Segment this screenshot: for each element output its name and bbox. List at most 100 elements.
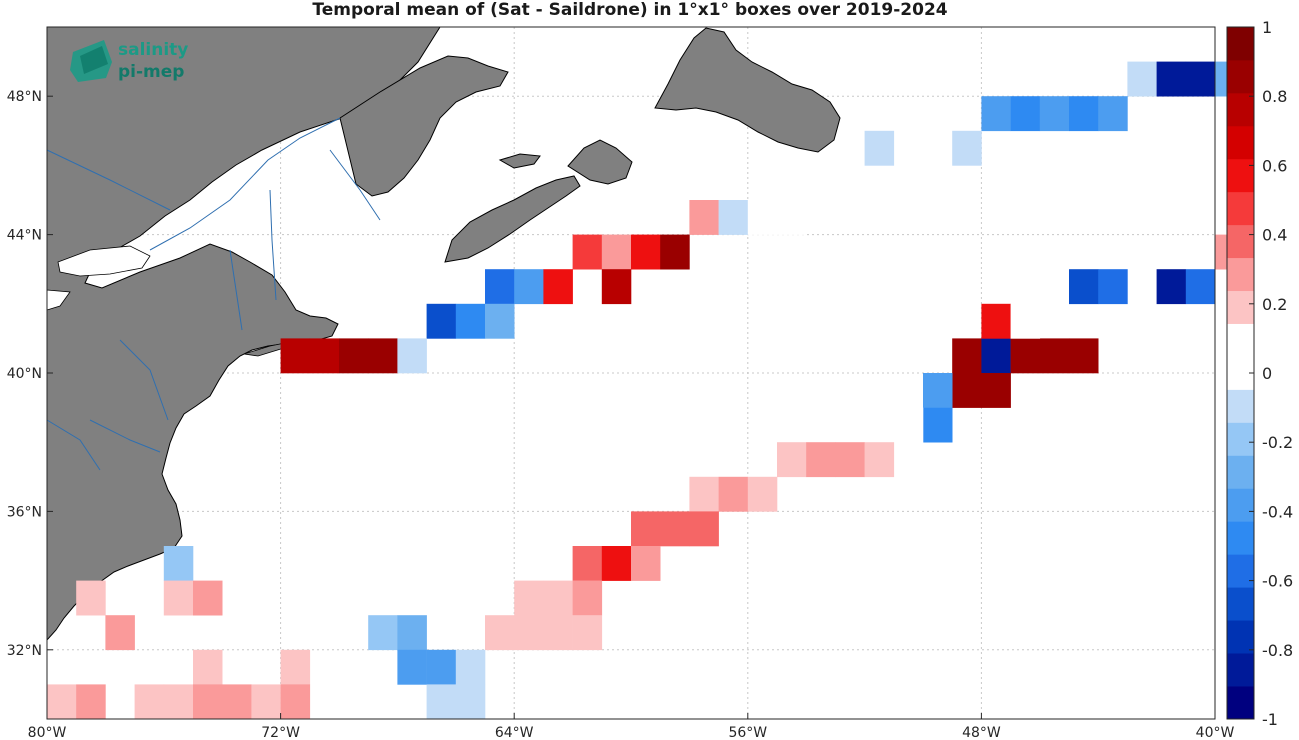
data-cell-1 (1156, 61, 1187, 97)
maritime-land-gaspe-nb (339, 55, 509, 197)
colorbar-segment-4 (1227, 554, 1254, 588)
data-cell-53 (689, 476, 719, 512)
data-cell-34 (1039, 338, 1070, 374)
data-cell-68 (572, 615, 603, 651)
data-cell-69 (368, 615, 398, 651)
colorbar-segment-20 (1227, 27, 1254, 61)
data-cell-64 (572, 580, 603, 616)
colorbar-segment-13 (1227, 257, 1254, 292)
maritime-land-nova-scotia (444, 175, 581, 263)
colorbar-segment-5 (1227, 521, 1254, 555)
colorbar-segment-0 (1227, 686, 1254, 720)
data-cell-86 (163, 684, 194, 720)
data-cell-5 (1010, 96, 1041, 132)
data-cell-49 (777, 442, 807, 478)
prince-edward-island-land (498, 153, 541, 169)
colorbar-segment-15 (1227, 191, 1254, 226)
colorbar-segment-6 (1227, 488, 1254, 522)
data-cell-43 (952, 373, 982, 408)
data-cell-59 (572, 546, 603, 581)
data-cell-54 (718, 476, 749, 512)
data-cell-29 (368, 338, 398, 374)
salinity-pi-mep-logo: salinity pi-mep (70, 40, 188, 82)
data-cell-33 (1010, 338, 1041, 374)
colorbar-segment-8 (1227, 422, 1254, 456)
data-cell-58 (689, 511, 719, 547)
colorbar-tick-label-9: 0.8 (1262, 87, 1287, 106)
data-cell-47 (806, 407, 836, 443)
lat-tick-label-1: 36°N (7, 504, 42, 520)
data-cell-32 (981, 338, 1011, 374)
colorbar-segment-16 (1227, 158, 1254, 193)
colorbar-segment-1 (1227, 653, 1254, 687)
lon-tick-label-3: 56°W (728, 725, 767, 740)
data-cell-71 (397, 649, 427, 685)
data-cell-52 (864, 442, 895, 478)
land-mass (46, 26, 841, 645)
data-cell-45 (923, 373, 953, 408)
colorbar-segment-18 (1227, 92, 1254, 127)
colorbar-segment-2 (1227, 620, 1254, 654)
cape-breton-land (567, 139, 633, 185)
colorbar-tick-labels: -1 -0.8 -0.6 -0.4 -0.2 0 0.2 0.4 0.6 0.8 1 (1249, 18, 1293, 729)
data-cell-57 (660, 511, 690, 547)
data-cell-61 (631, 546, 661, 581)
data-cell-60 (601, 546, 632, 581)
data-cell-87 (193, 684, 223, 720)
data-cell-9 (864, 130, 895, 166)
colorbar-tick-label-8: 0.6 (1262, 156, 1287, 175)
data-cell-6 (1039, 96, 1070, 132)
data-cell-7 (1069, 96, 1099, 132)
river-susquehanna (119, 339, 169, 421)
data-cell-67 (543, 615, 573, 651)
data-cell-46 (923, 407, 953, 443)
river-hudson (229, 249, 243, 331)
logo-text-pi-mep: pi-mep (118, 62, 184, 82)
lat-tick-label-2: 40°N (7, 366, 42, 382)
lon-tick-label-2: 64°W (495, 725, 534, 740)
data-cell-25 (485, 303, 515, 339)
longitude-tick-labels: 80°W 72°W 64°W 56°W 48°W 40°W (28, 713, 1234, 740)
colorbar-tick-label-10: 1 (1262, 18, 1272, 37)
data-cell-24 (455, 303, 486, 339)
data-cell-14 (777, 200, 807, 235)
data-cell-17 (631, 234, 661, 270)
data-cell-79 (193, 580, 223, 616)
lat-tick-label-4: 48°N (7, 89, 42, 105)
lon-tick-label-1: 72°W (261, 725, 300, 740)
data-cell-35 (1069, 338, 1099, 374)
data-cell-89 (251, 684, 281, 720)
data-cell-65 (485, 615, 515, 651)
data-cell-63 (543, 580, 573, 616)
river-ottawa (46, 149, 171, 211)
data-cell-90 (280, 684, 311, 720)
data-cell-83 (47, 684, 77, 720)
data-cell-13 (747, 200, 778, 235)
river-potomac (89, 419, 161, 453)
data-cell-19 (485, 269, 515, 305)
lon-tick-label-4: 48°W (962, 725, 1001, 740)
data-cell-56 (631, 511, 661, 547)
colorbar-segment-12 (1227, 290, 1254, 324)
river-st-lawrence (149, 117, 341, 251)
river-ohio (46, 419, 101, 471)
map-plot-area: salinity pi-mep (46, 26, 1245, 720)
data-cell-31 (952, 338, 982, 374)
colorbar-segment-17 (1227, 125, 1254, 160)
data-cell-0 (1127, 61, 1157, 97)
colorbar-segment-19 (1227, 59, 1254, 94)
data-cell-70 (397, 615, 427, 651)
colorbar-tick-label-0: -1 (1262, 710, 1278, 729)
data-cell-73 (426, 684, 457, 720)
colorbar-segment-7 (1227, 455, 1254, 489)
data-cell-4 (981, 96, 1011, 132)
colorbar-tick-label-6: 0.2 (1262, 295, 1287, 314)
colorbar-tick-label-3: -0.4 (1262, 502, 1293, 521)
data-cell-10 (952, 130, 982, 166)
great-lake-ontario (57, 245, 151, 277)
colorbar-segment-3 (1227, 587, 1254, 621)
data-cell-2 (1185, 61, 1216, 97)
river-saint-john (329, 149, 381, 221)
data-cell-37 (1010, 303, 1041, 339)
